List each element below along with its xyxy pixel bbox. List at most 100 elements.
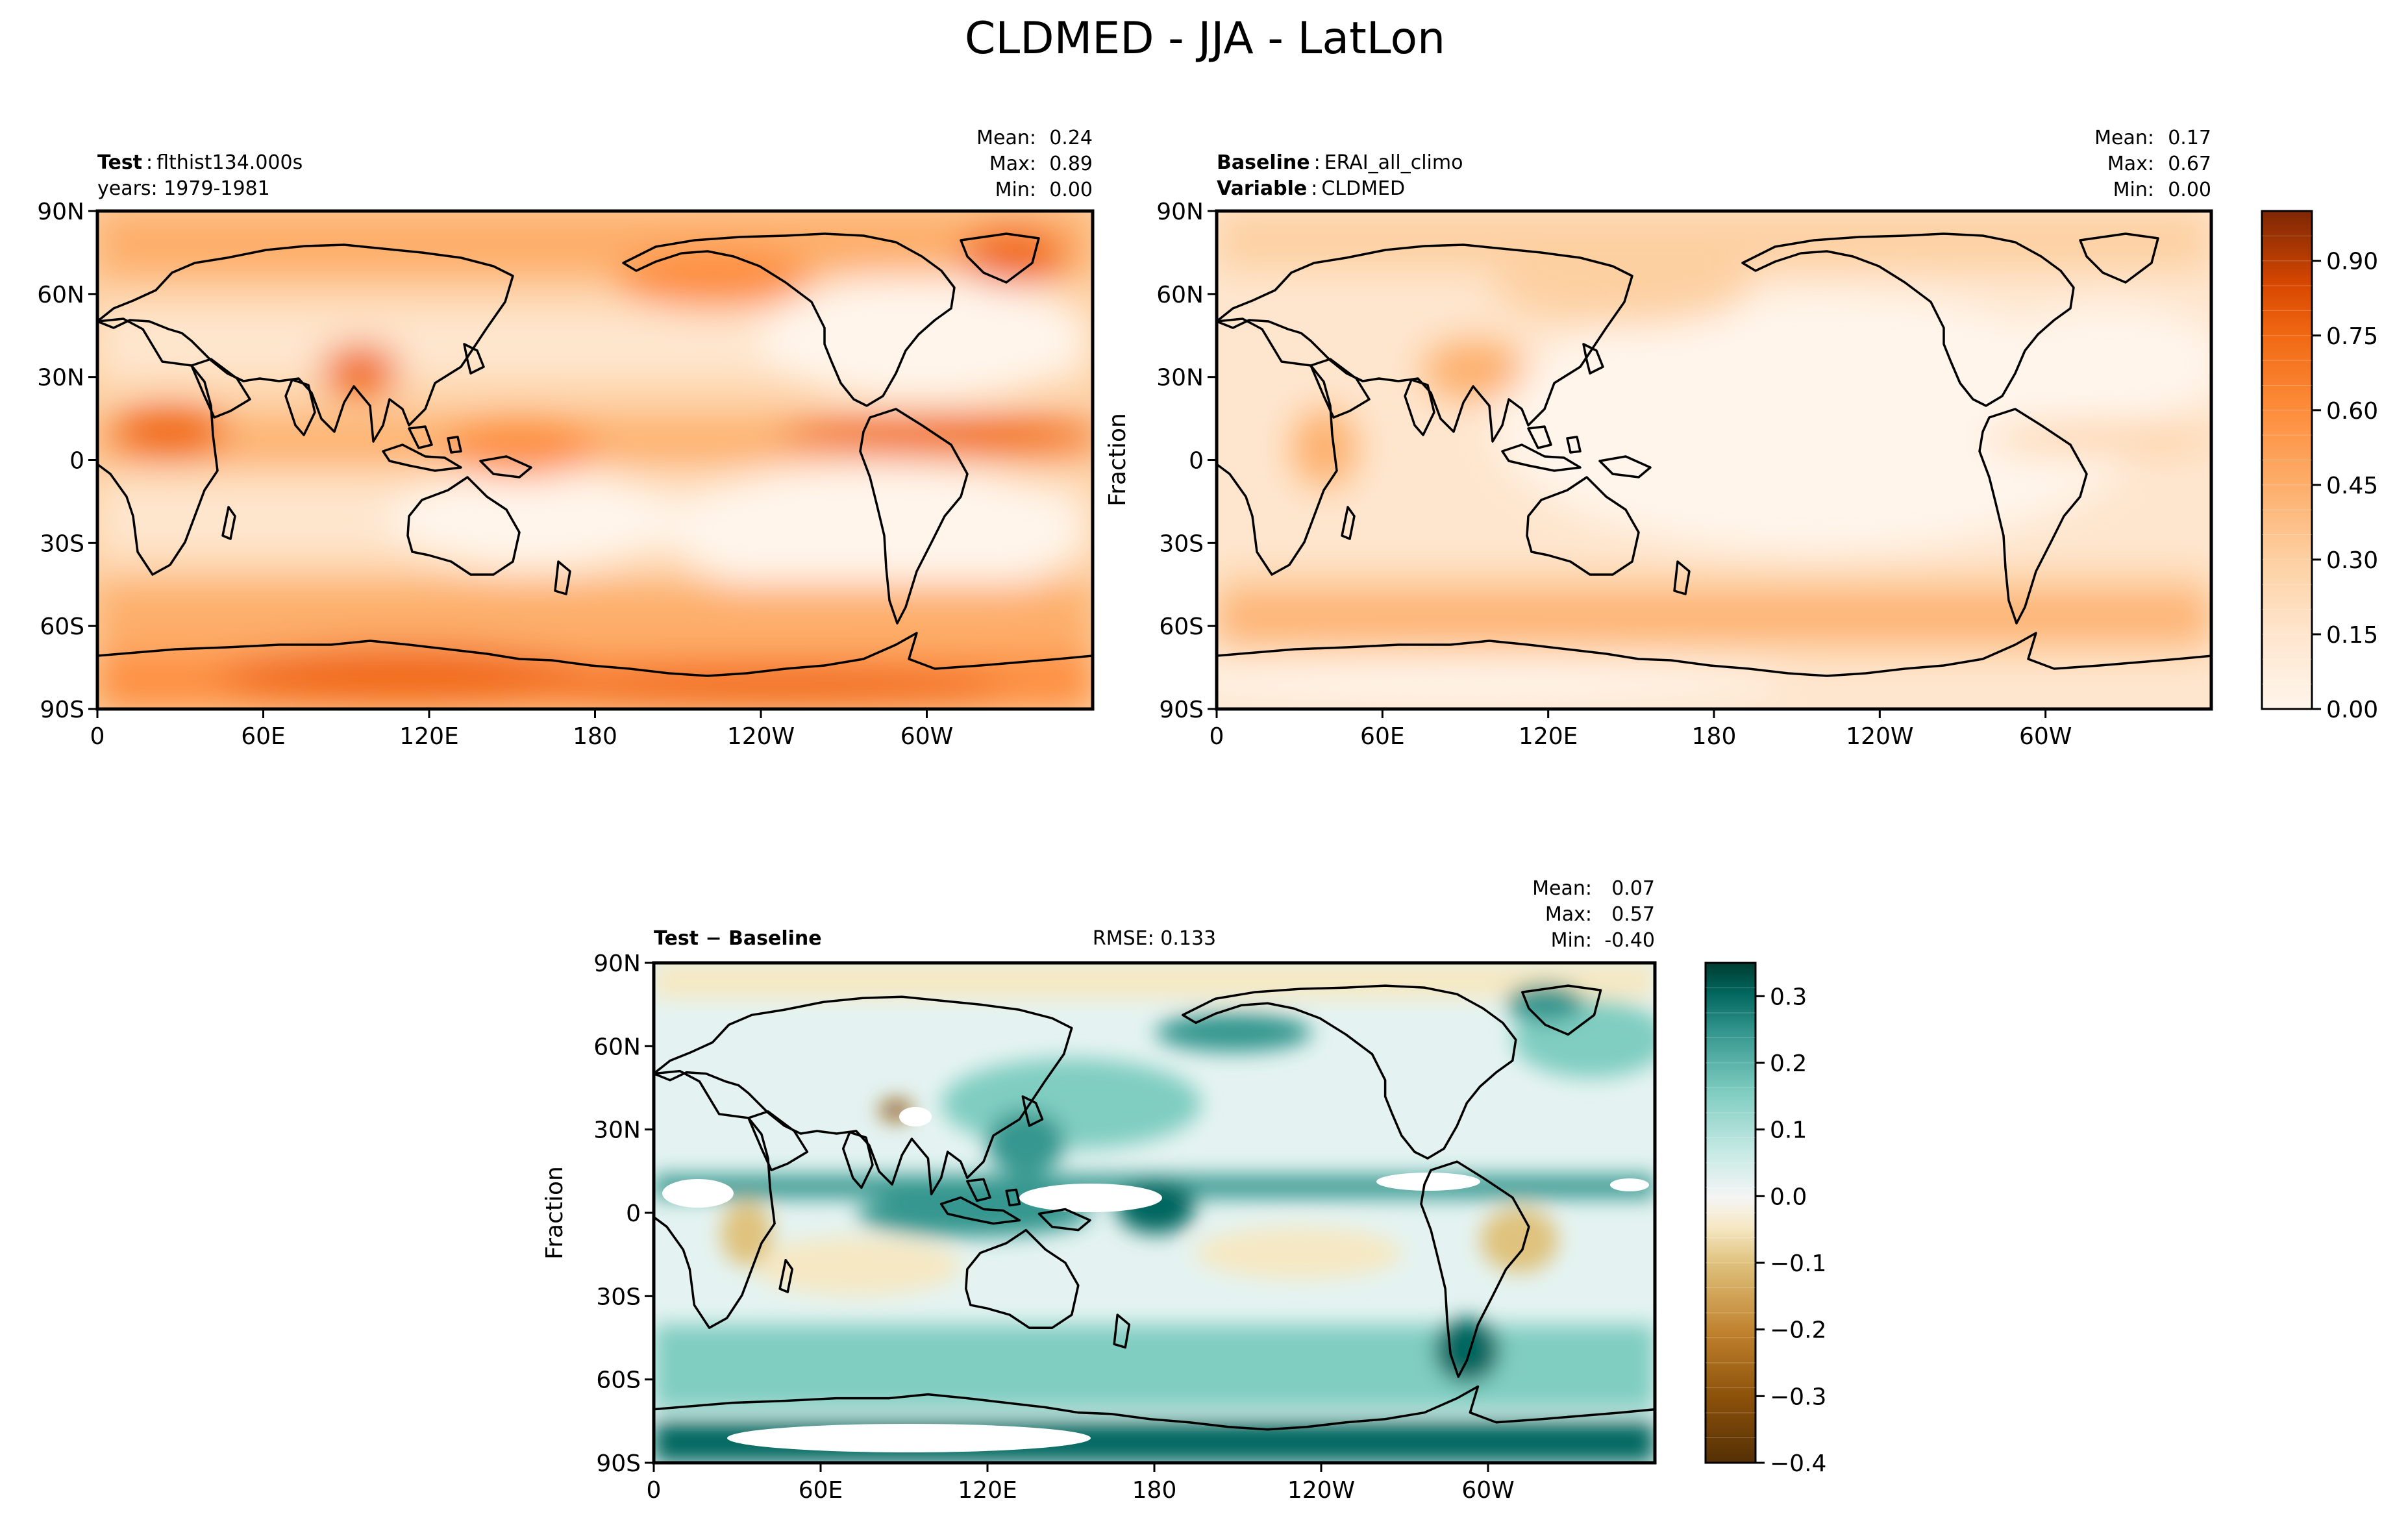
diverging-colorbar: −0.4 −0.3 −0.2 −0.1 0.0 0.1 0.2 0.3 (1704, 962, 1826, 1477)
difference-mean-value: 0.07 (1611, 877, 1655, 900)
difference-rmse: RMSE: 0.133 (1093, 927, 1216, 950)
test-map-field (97, 211, 1093, 709)
difference-lat-tick-label: 90S (596, 1450, 641, 1477)
difference-panel: Test − Baseline RMSE: 0.133 Mean: 0.07 M… (541, 877, 1657, 1504)
test-lat-tick-label: 60S (40, 614, 84, 640)
baseline-mean-value: 0.17 (2168, 127, 2211, 149)
diverging-colorbar-tick-label: −0.1 (1770, 1250, 1826, 1277)
baseline-lon-tick-label: 60E (1360, 723, 1405, 750)
difference-max-label: Max: (1545, 903, 1592, 926)
sequential-colorbar-fill (2261, 210, 2313, 710)
variable-label: Variable (1217, 177, 1307, 200)
difference-lat-tick-label: 30S (596, 1284, 641, 1310)
diverging-colorbar-tick-label: −0.2 (1770, 1317, 1826, 1344)
difference-lon-tick-label: 180 (1132, 1477, 1177, 1504)
test-years: years: 1979-1981 (97, 177, 270, 200)
test-max-value: 0.89 (1049, 153, 1093, 175)
difference-max-value: 0.57 (1611, 903, 1655, 926)
sequential-colorbar-tick-label: 0.75 (2326, 323, 2378, 350)
baseline-lon-tick-label: 120W (1846, 723, 1913, 750)
diverging-colorbar-tick-label: 0.0 (1770, 1184, 1807, 1210)
baseline-lat-tick-label: 60S (1159, 614, 1204, 640)
baseline-lon-tick-label: 180 (1692, 723, 1737, 750)
baseline-map-field (1217, 211, 2211, 709)
sequential-colorbar-tick-label: 0.15 (2326, 622, 2378, 649)
difference-lat-tick-label: 0 (626, 1200, 641, 1227)
baseline-ylabel: Fraction (1104, 413, 1131, 506)
test-lat-tick-label: 90N (37, 199, 84, 225)
baseline-stats: Mean: 0.17 Max: 0.67 Min: 0.00 (2094, 127, 2211, 201)
baseline-lat-tick-label: 0 (1189, 448, 1204, 475)
difference-min-value: -0.40 (1604, 929, 1655, 952)
test-min-value: 0.00 (1049, 179, 1093, 201)
baseline-lat-tick-label: 30S (1159, 530, 1204, 557)
baseline-mean-label: Mean: (2094, 127, 2154, 149)
difference-lon-tick-label: 60W (1461, 1477, 1514, 1504)
diverging-colorbar-tick-label: 0.1 (1770, 1117, 1807, 1144)
sequential-colorbar-tick-label: 0.45 (2326, 473, 2378, 499)
baseline-label: Baseline (1217, 151, 1310, 174)
test-mean-value: 0.24 (1049, 127, 1093, 149)
baseline-min-value: 0.00 (2168, 179, 2211, 201)
figure-title: CLDMED - JJA - LatLon (965, 13, 1445, 64)
baseline-lat-tick-label: 30N (1156, 365, 1204, 392)
test-lon-tick-label: 120E (399, 723, 458, 750)
test-lat-tick-label: 30N (37, 365, 84, 392)
test-mean-label: Mean: (976, 127, 1036, 149)
baseline-lat-tick-label: 90S (1159, 697, 1204, 723)
test-lon-tick-label: 60E (241, 723, 286, 750)
svg-text:Baseline:ERAI_all_climo: Baseline: ERAI_all_climo (1217, 151, 1463, 174)
test-max-label: Max: (989, 153, 1036, 175)
difference-lat-tick-label: 30N (593, 1117, 641, 1144)
test-lat-tick-label: 30S (40, 530, 84, 557)
difference-lat-tick-label: 60S (596, 1367, 641, 1394)
difference-stats: Mean: 0.07 Max: 0.57 Min: -0.40 (1532, 877, 1655, 952)
test-lat-tick-label: 60N (37, 282, 84, 308)
svg-text:Test:flthist134.000s: Test: flthist134.000s (97, 151, 303, 174)
test-lon-tick-label: 120W (727, 723, 795, 750)
difference-lon-tick-label: 60E (799, 1477, 843, 1504)
sequential-colorbar-tick-label: 0.00 (2326, 697, 2378, 723)
baseline-case-name: ERAI_all_climo (1324, 151, 1463, 174)
variable-name: CLDMED (1321, 177, 1405, 200)
baseline-lon-tick-label: 120E (1519, 723, 1578, 750)
difference-ylabel: Fraction (541, 1166, 568, 1260)
test-lon-tick-label: 60W (900, 723, 953, 750)
baseline-max-value: 0.67 (2168, 153, 2211, 175)
baseline-max-label: Max: (2107, 153, 2154, 175)
test-panel: Test: flthist134.000s years: 1979-1981 Me… (37, 127, 1095, 750)
sequential-colorbar-tick-label: 0.60 (2326, 398, 2378, 425)
difference-min-label: Min: (1551, 929, 1592, 952)
test-lat-tick-label: 90S (40, 697, 84, 723)
diverging-colorbar-tick-label: −0.4 (1770, 1450, 1826, 1477)
test-min-label: Min: (995, 179, 1036, 201)
diverging-colorbar-fill (1704, 962, 1757, 1464)
difference-lat-tick-label: 90N (593, 951, 641, 977)
test-lon-tick-label: 180 (573, 723, 617, 750)
sequential-colorbar-tick-label: 0.90 (2326, 249, 2378, 275)
baseline-lat-tick-label: 90N (1156, 199, 1204, 225)
baseline-min-label: Min: (2113, 179, 2154, 201)
diverging-colorbar-tick-label: −0.3 (1770, 1384, 1826, 1410)
test-label: Test (97, 151, 142, 174)
test-lat-tick-label: 0 (69, 448, 84, 475)
test-stats: Mean: 0.24 Max: 0.89 Min: 0.00 (976, 127, 1093, 201)
baseline-lon-tick-label: 60W (2019, 723, 2072, 750)
difference-mean-label: Mean: (1532, 877, 1592, 900)
test-case-name: flthist134.000s (156, 151, 303, 174)
difference-lat-tick-label: 60N (593, 1034, 641, 1060)
sequential-colorbar-tick-label: 0.30 (2326, 547, 2378, 574)
difference-lon-tick-label: 120W (1287, 1477, 1355, 1504)
difference-label: Test − Baseline (654, 927, 822, 950)
baseline-panel: Baseline: ERAI_all_climo Variable: CLDMED … (1104, 127, 2213, 750)
difference-map-field (654, 963, 1655, 1463)
diverging-colorbar-tick-label: 0.3 (1770, 984, 1807, 1010)
difference-lon-tick-label: 120E (958, 1477, 1017, 1504)
svg-text:Variable:CLDMED: Variable: CLDMED (1217, 177, 1405, 200)
test-lon-tick-label: 0 (90, 723, 105, 750)
sequential-colorbar: 0.00 0.15 0.30 0.45 0.60 0.75 0.90 (2261, 210, 2378, 723)
